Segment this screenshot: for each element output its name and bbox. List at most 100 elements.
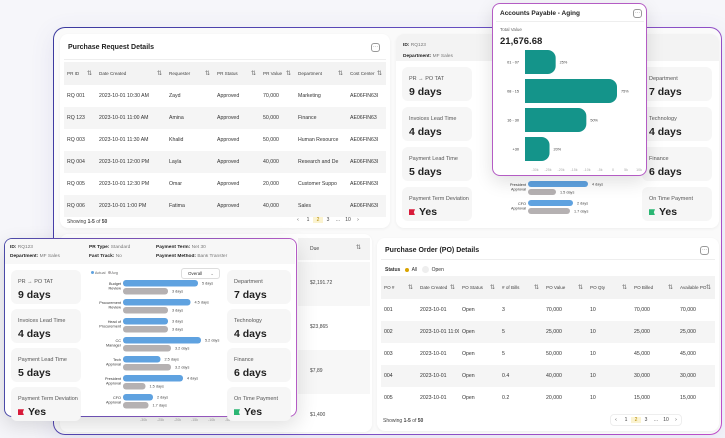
sort-icon[interactable]: ⇅ xyxy=(337,71,343,77)
page-button[interactable]: 10 xyxy=(663,417,669,423)
sort-icon[interactable]: ⇅ xyxy=(204,71,210,77)
column-header[interactable]: PO Billed ⇅ xyxy=(631,276,677,299)
column-header[interactable]: # of Bills ⇅ xyxy=(499,276,543,299)
pr-table-row[interactable]: RQ 004 2023-10-01 12:00 PM Layla Approved 40… xyxy=(64,151,386,173)
sort-icon[interactable]: ⇅ xyxy=(667,285,673,291)
page-button[interactable]: 2 xyxy=(631,417,641,423)
sort-icon[interactable]: ⇅ xyxy=(489,285,495,291)
filter-open-label[interactable]: Open xyxy=(431,266,444,273)
prev-page-button[interactable]: ‹ xyxy=(615,417,617,423)
stat-value: Yes xyxy=(649,206,677,218)
stat-value-text: Yes xyxy=(28,406,47,418)
table-cell: AE06FIN63I xyxy=(347,151,386,173)
sort-icon[interactable]: ⇅ xyxy=(285,71,291,77)
column-header[interactable]: PO Status ⇅ xyxy=(459,276,499,299)
filter-open-radio[interactable] xyxy=(421,266,429,273)
value-label: 5.2 days xyxy=(205,339,219,343)
column-header[interactable]: PR Value ⇅ xyxy=(260,62,295,85)
table-cell: 10 xyxy=(587,321,631,343)
table-cell: Open xyxy=(459,321,499,343)
more-options-button[interactable]: ··· xyxy=(633,9,642,18)
column-header[interactable]: Date Created ⇅ xyxy=(96,62,166,85)
more-options-button[interactable]: ··· xyxy=(700,246,709,255)
page-button[interactable]: ... xyxy=(653,417,659,423)
card-title: Purchase Request Details xyxy=(68,44,154,51)
value-label: 3.2 days xyxy=(175,366,189,370)
stat-value-text: 7 days xyxy=(649,86,682,98)
sort-icon[interactable]: ⇅ xyxy=(449,285,455,291)
purchase-order-table: PO # ⇅ Date Created ⇅ PO Status ⇅ # of Bills ⇅ P… xyxy=(381,276,715,409)
sort-icon[interactable]: ⇅ xyxy=(376,71,382,77)
due-amount: $7,89 xyxy=(310,368,323,374)
column-header[interactable]: PO # ⇅ xyxy=(381,276,417,299)
po-table-row[interactable]: 004 2023-10-01 Open 0.4 40,000 10 30,000 30,000 xyxy=(381,365,715,387)
column-header[interactable]: PO Value ⇅ xyxy=(543,276,587,299)
page-button[interactable]: 10 xyxy=(345,217,351,223)
total-value-label: Total Value xyxy=(500,27,522,32)
stat-value: 5 days xyxy=(18,367,51,379)
aging-bar xyxy=(525,108,587,132)
prev-page-button[interactable]: ‹ xyxy=(297,217,299,223)
column-header[interactable]: PR ID ⇅ xyxy=(64,62,96,85)
page-button[interactable]: 1 xyxy=(624,417,628,423)
actual-bar xyxy=(123,280,198,287)
avg-bar xyxy=(528,189,556,195)
avg-bar xyxy=(123,383,146,390)
sort-icon[interactable]: ⇅ xyxy=(621,285,627,291)
sort-icon[interactable]: ⇅ xyxy=(577,285,583,291)
pr-table-row[interactable]: RQ 003 2023-10-01 11:30 AM Khalid Approved 5… xyxy=(64,129,386,151)
total-value: 21,676.68 xyxy=(500,36,543,47)
table-cell: 45,000 xyxy=(680,351,696,357)
pr-table-row[interactable]: RQ 123 2023-10-01 11:00 AM Amina Approved 50… xyxy=(64,107,386,129)
page-button[interactable]: 3 xyxy=(326,217,330,223)
next-page-button[interactable]: › xyxy=(675,417,677,423)
period-dropdown[interactable]: Overall ⌄ xyxy=(181,268,220,279)
stat-value: 4 days xyxy=(234,328,267,340)
sort-icon[interactable]: ⇅ xyxy=(407,285,413,291)
value-label: 3 days xyxy=(172,309,183,313)
sort-icon[interactable]: ⇅ xyxy=(156,71,162,77)
column-header[interactable]: Available PO ⇅ xyxy=(677,276,715,299)
column-header[interactable]: PR Status ⇅ xyxy=(214,62,260,85)
po-table-row[interactable]: 001 2023-10-01 Open 3 70,000 10 70,000 70,000 xyxy=(381,299,715,321)
table-cell: 10 xyxy=(590,395,596,401)
pr-table-row[interactable]: RQ 005 2023-10-01 12:30 PM Omar Approved 20,… xyxy=(64,173,386,195)
filter-all-label[interactable]: All xyxy=(411,266,418,273)
pr-table-row[interactable]: RQ 006 2023-10-01 1:00 PM Fatima Approved 40… xyxy=(64,195,386,217)
stat-value-text: Yes xyxy=(244,406,263,418)
actual-bar xyxy=(528,200,573,206)
sort-icon[interactable]: ⇅ xyxy=(533,285,539,291)
page-button[interactable]: ... xyxy=(335,217,341,223)
pr-table-row[interactable]: RQ 001 2023-10-01 10:30 AM Zayd Approved 70,… xyxy=(64,85,386,107)
sort-icon[interactable]: ⇅ xyxy=(356,245,362,251)
next-page-button[interactable]: › xyxy=(357,217,359,223)
sort-icon[interactable]: ⇅ xyxy=(250,71,256,77)
stat-label: Technology xyxy=(649,116,677,122)
column-header[interactable]: Requester ⇅ xyxy=(166,62,214,85)
more-options-button[interactable]: ··· xyxy=(371,43,380,52)
stat-value: 7 days xyxy=(234,289,267,301)
column-header[interactable]: Department ⇅ xyxy=(295,62,347,85)
po-table-row[interactable]: 003 2023-10-01 Open 5 50,000 10 45,000 45,000 xyxy=(381,343,715,365)
column-header[interactable]: Date Created ⇅ xyxy=(417,276,459,299)
stat-label: Invoices Lead Time xyxy=(409,116,457,122)
value-label: 2 days xyxy=(157,396,168,400)
table-cell: 005 xyxy=(384,395,393,401)
sort-icon[interactable]: ⇅ xyxy=(705,285,711,291)
stat-value: 9 days xyxy=(18,289,51,301)
sort-icon[interactable]: ⇅ xyxy=(86,71,92,77)
table-cell: 5 xyxy=(499,321,543,343)
po-table-row[interactable]: 005 2023-10-01 Open 0.2 20,000 10 15,000 15,000 xyxy=(381,387,715,409)
filter-all-radio[interactable] xyxy=(404,267,409,272)
table-cell: Layla xyxy=(166,151,214,173)
stat-value: 4 days xyxy=(409,126,442,138)
table-cell: 5 xyxy=(502,351,505,357)
page-button[interactable]: 3 xyxy=(644,417,648,423)
stat-card: Invoices Lead Time 4 days xyxy=(402,107,472,141)
column-header[interactable]: PO Qty ⇅ xyxy=(587,276,631,299)
page-button[interactable]: 1 xyxy=(306,217,310,223)
stat-value-text: 4 days xyxy=(409,126,442,138)
page-button[interactable]: 2 xyxy=(313,217,323,223)
column-header[interactable]: Cost Center ⇅ xyxy=(347,62,386,85)
